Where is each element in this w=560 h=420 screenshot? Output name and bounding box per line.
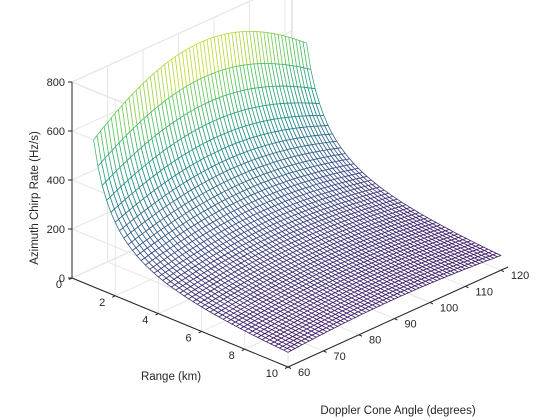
x-tick-label: 90 [404, 319, 416, 331]
x-tick-mark [429, 302, 434, 305]
x-tick-mark [358, 334, 363, 337]
y-tick-label: 6 [185, 332, 191, 344]
x-tick-mark [323, 350, 327, 353]
mesh-cell [492, 252, 502, 258]
y-tick-label: 8 [229, 350, 235, 362]
y-tick-mark [284, 366, 289, 369]
x-tick-mark [394, 318, 398, 321]
y-axis-label: Range (km) [141, 371, 201, 383]
z-tick-label: 400 [47, 175, 65, 187]
y-tick-mark [155, 313, 159, 316]
y-tick-mark [198, 330, 202, 334]
x-tick-label: 60 [298, 367, 310, 379]
x-tick-label: 100 [440, 302, 458, 314]
x-tick-label: 120 [511, 270, 529, 282]
y-tick-mark [241, 348, 246, 352]
y-tick-mark [111, 295, 116, 298]
x-tick-mark [465, 285, 469, 289]
x-tick-label: 70 [333, 351, 345, 363]
y-tick-label: 4 [142, 315, 148, 327]
z-tick-label: 0 [59, 273, 65, 285]
surface-mesh [93, 30, 502, 353]
x-tick-label: 80 [369, 335, 381, 347]
y-tick-label: 0 [56, 279, 62, 291]
y-tick-label: 2 [99, 297, 105, 309]
x-tick-label: 110 [475, 286, 493, 298]
x-axis-line [287, 266, 509, 368]
z-tick-label: 200 [47, 224, 65, 236]
x-tick-mark [500, 269, 505, 273]
x-axis-label: Doppler Cone Angle (degrees) [320, 405, 476, 417]
x-tick-mark [287, 366, 292, 369]
y-axis-line [71, 277, 289, 368]
z-axis-label: Azimuth Chirp Rate (Hz/s) [29, 131, 41, 265]
y-tick-label: 10 [266, 368, 278, 380]
z-tick-label: 800 [47, 77, 65, 89]
z-tick-label: 600 [47, 126, 65, 138]
